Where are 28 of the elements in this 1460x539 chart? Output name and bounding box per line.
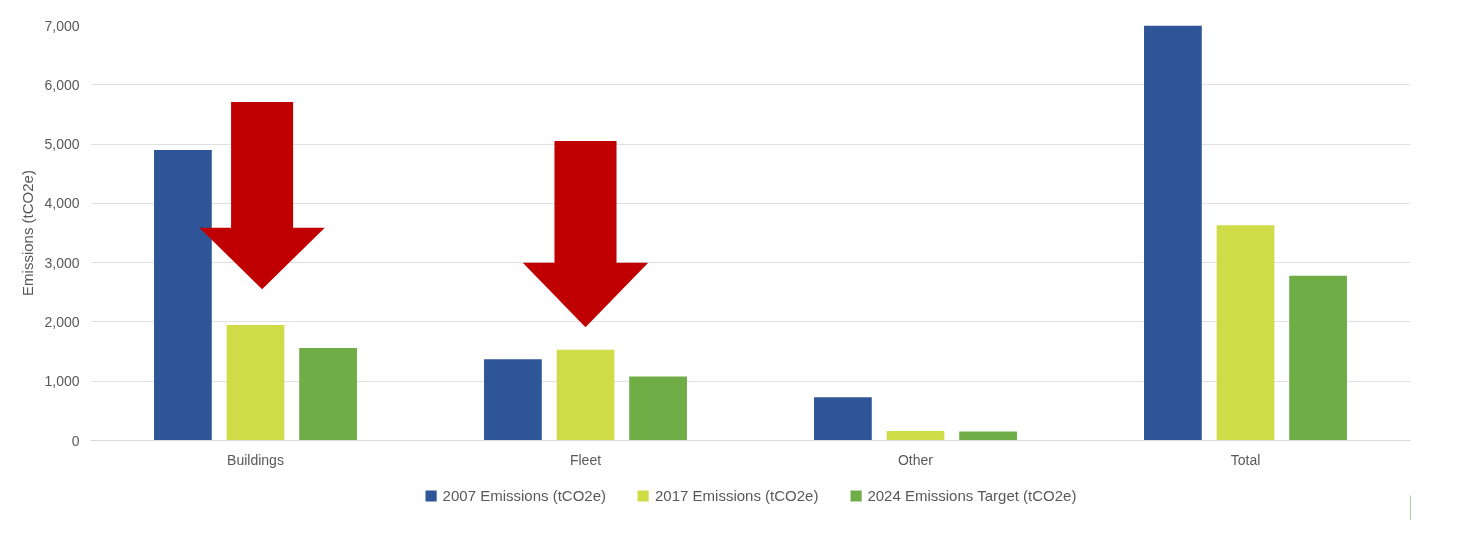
x-tick-label: Total xyxy=(1230,451,1261,468)
y-tick-label: 7,000 xyxy=(44,17,80,34)
y-tick-label: 3,000 xyxy=(44,254,80,271)
bar xyxy=(226,324,285,441)
bar xyxy=(1144,25,1202,441)
bar xyxy=(154,150,212,441)
bar xyxy=(629,376,687,441)
bar xyxy=(556,349,615,441)
x-tick-label: Buildings xyxy=(227,451,284,468)
y-tick-label: 2,000 xyxy=(44,313,80,330)
legend-label: 2024 Emissions Target (tCO2e) xyxy=(867,486,1077,504)
bar xyxy=(299,348,357,441)
y-tick-label: 4,000 xyxy=(44,195,80,212)
bar xyxy=(814,397,872,441)
legend-label: 2017 Emissions (tCO2e) xyxy=(655,486,819,504)
y-axis-title: Emissions (tCO2e) xyxy=(19,170,37,296)
legend-label: 2007 Emissions (tCO2e) xyxy=(442,486,607,504)
y-tick-label: 5,000 xyxy=(44,136,80,153)
y-tick-label: 6,000 xyxy=(44,76,80,93)
bar xyxy=(1289,275,1347,441)
bar xyxy=(1216,225,1275,441)
bar xyxy=(886,431,945,441)
bar xyxy=(484,359,542,441)
bar xyxy=(959,431,1017,441)
x-tick-label: Other xyxy=(897,451,934,468)
x-tick-label: Fleet xyxy=(569,451,602,468)
y-tick-label: 0 xyxy=(71,432,80,449)
y-tick-label: 1,000 xyxy=(44,373,80,390)
